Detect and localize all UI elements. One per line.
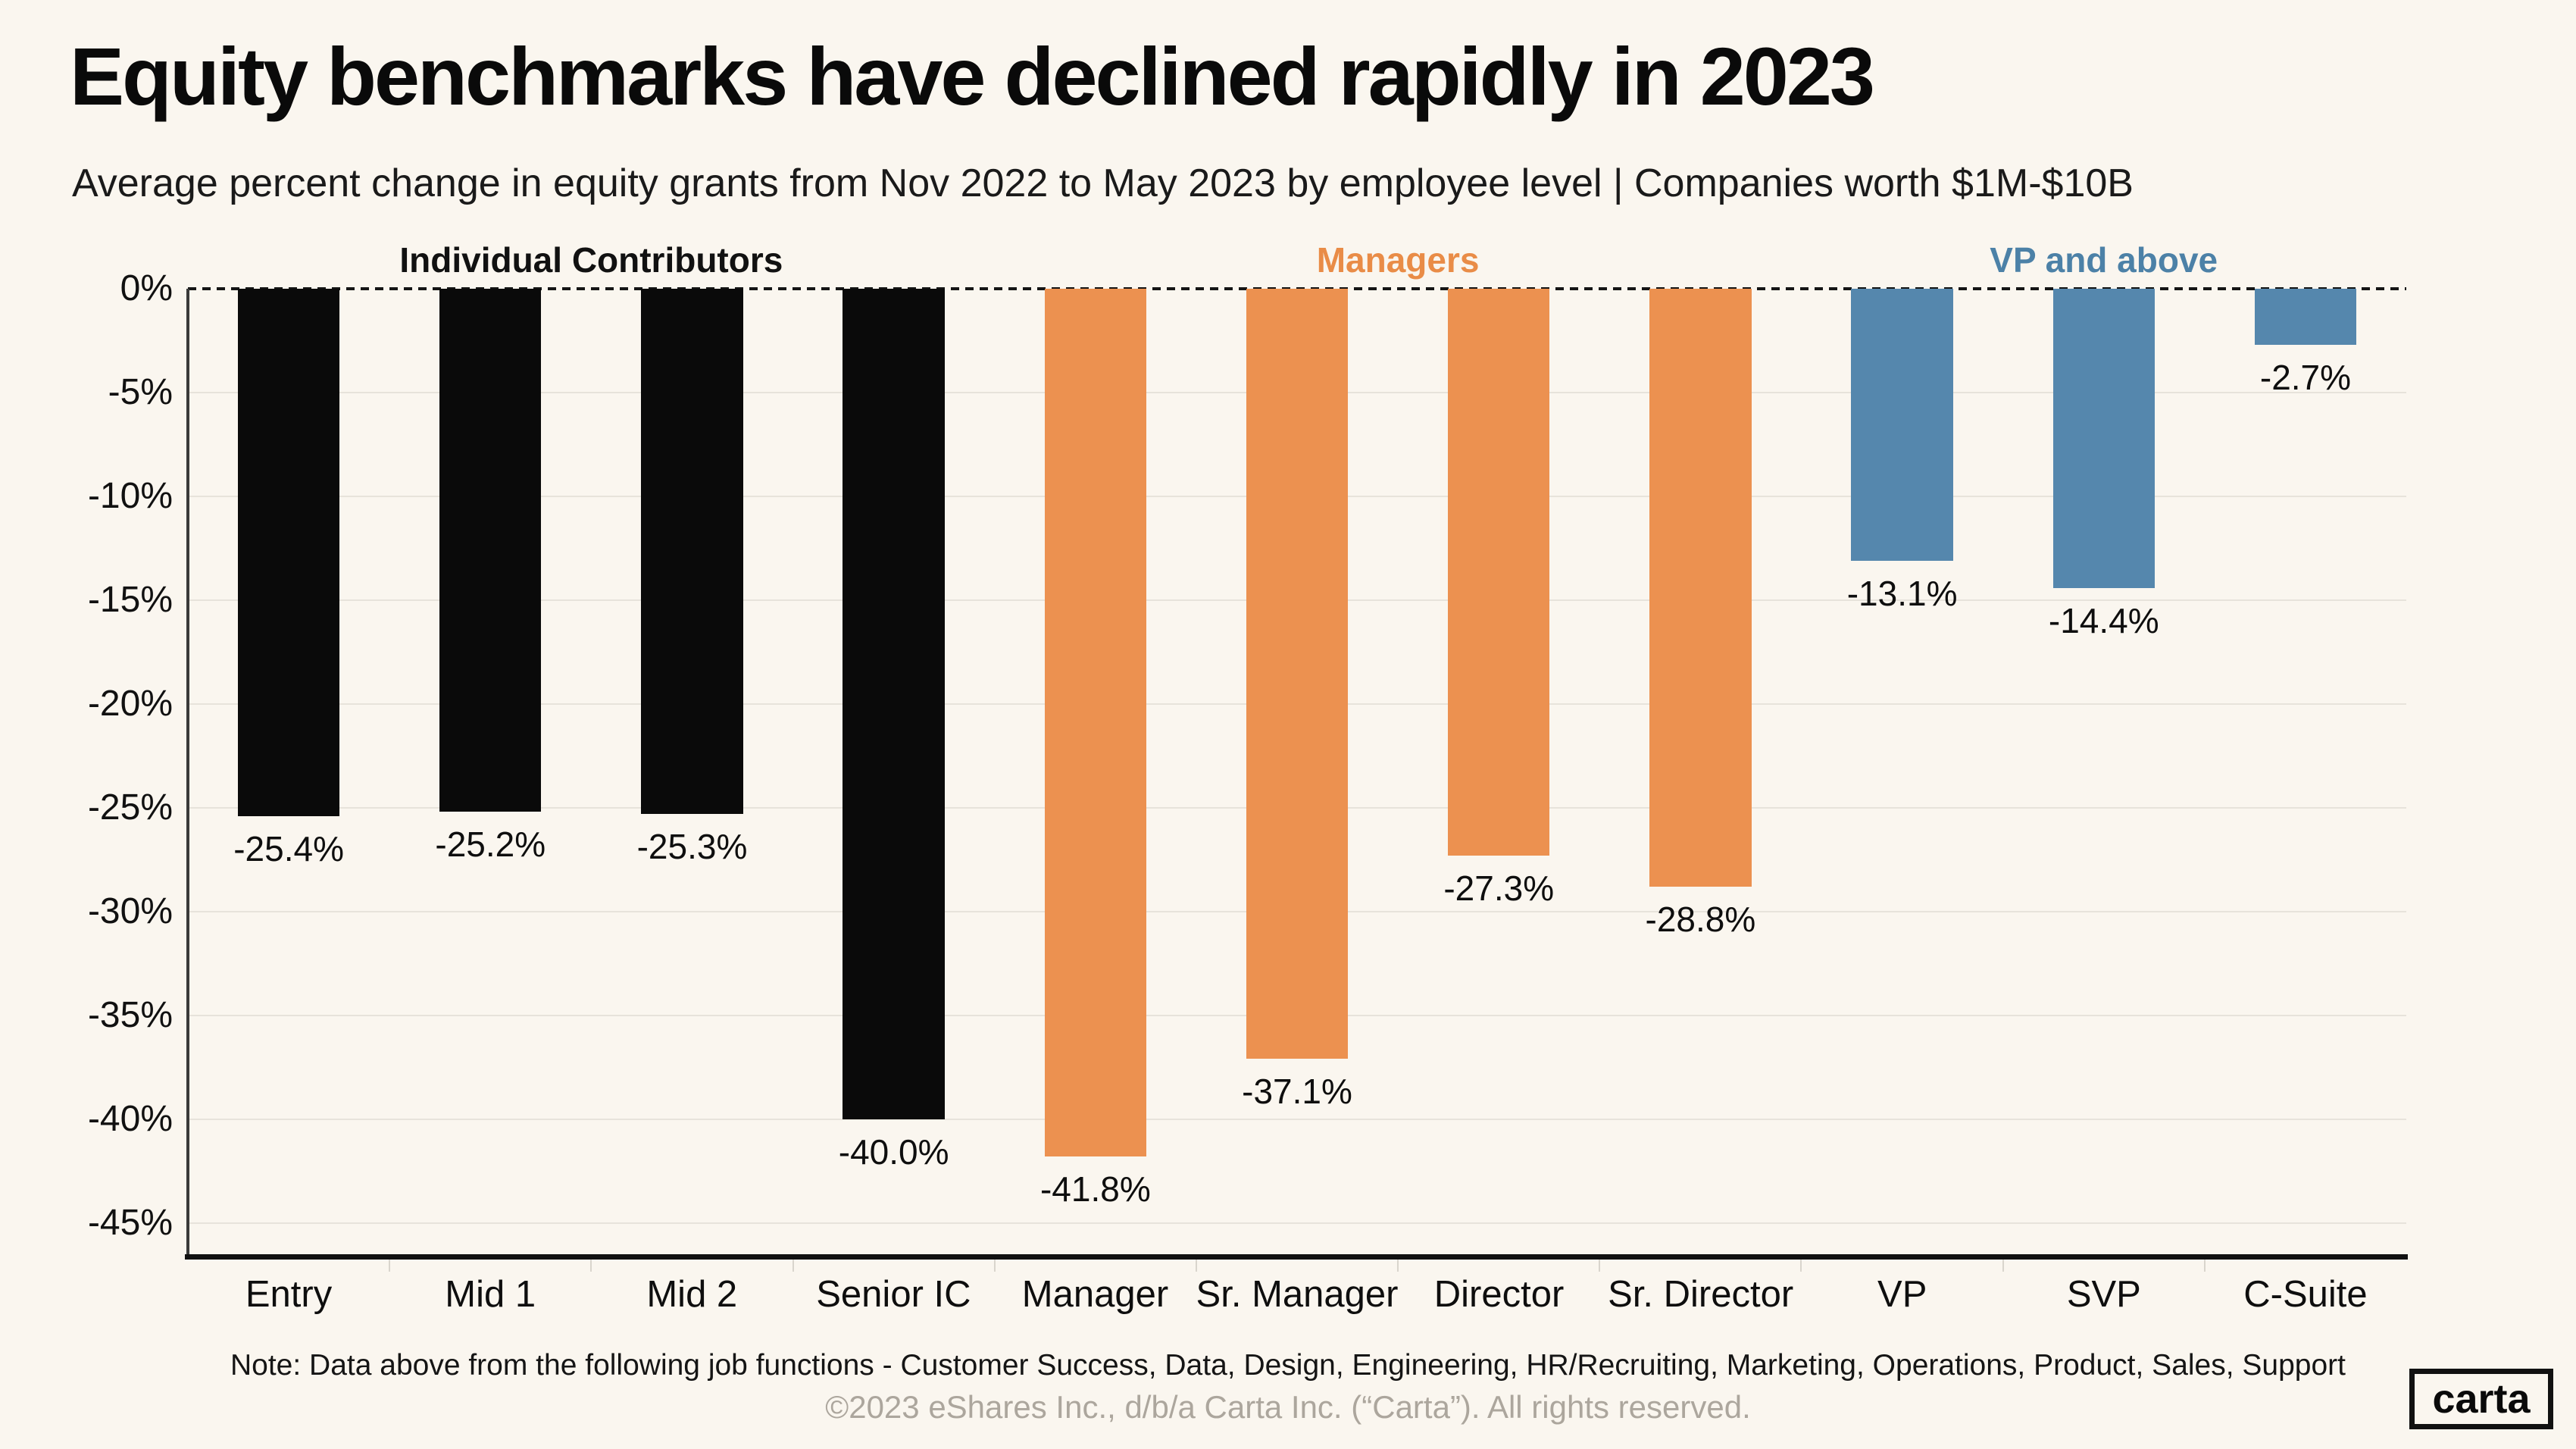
x-axis-labels: Entry Mid 1 Mid 2 Senior IC Manager Sr. Manag… xyxy=(188,1273,2406,1316)
bar-slot: -41.8% xyxy=(995,289,1196,1254)
bar xyxy=(1246,289,1349,1059)
bar-value-label: -25.4% xyxy=(233,828,344,868)
x-tick-label: Senior IC xyxy=(816,1274,971,1315)
carta-logo: carta xyxy=(2409,1369,2553,1429)
x-axis-tick xyxy=(2002,1260,2004,1272)
gridline xyxy=(188,1222,2406,1224)
y-tick-label: -10% xyxy=(87,475,173,516)
x-axis-tick xyxy=(2203,1260,2206,1272)
bar-value-label: -25.3% xyxy=(636,827,748,867)
bar-slot: -2.7% xyxy=(2205,289,2406,1254)
copyright-text: ©2023 eShares Inc., d/b/a Carta Inc. (“C… xyxy=(825,1389,1751,1425)
bar-value-label: -37.1% xyxy=(1242,1072,1352,1112)
bar-slot: -13.1% xyxy=(1802,289,2003,1254)
carta-logo-text: carta xyxy=(2432,1376,2531,1422)
x-axis-line xyxy=(185,1254,2408,1260)
plot-area: -25.4% -25.2% -25.3% -40.0% -41.8% -37.1% -27.… xyxy=(185,287,2408,1272)
x-axis-tick xyxy=(389,1260,391,1272)
bar xyxy=(641,289,743,815)
x-tick-label: VP xyxy=(1877,1274,1927,1315)
x-axis-tick xyxy=(590,1260,592,1272)
bar-slot: -40.0% xyxy=(793,289,995,1254)
y-tick-label: -40% xyxy=(87,1098,173,1139)
x-axis-tick xyxy=(1800,1260,1802,1272)
bar-slot: -27.3% xyxy=(1398,289,1599,1254)
y-tick-label: -15% xyxy=(87,579,173,620)
y-tick-label: -30% xyxy=(87,890,173,931)
group-label: Individual Contributors xyxy=(399,240,783,280)
x-tick-label: C-Suite xyxy=(2243,1274,2368,1315)
x-axis-tick xyxy=(1397,1260,1399,1272)
y-tick-label: -25% xyxy=(87,787,173,828)
bar xyxy=(2052,289,2155,588)
bar xyxy=(1851,289,1953,561)
bar-slot: -25.2% xyxy=(389,289,591,1254)
group-labels: Individual Contributors Managers VP and ab… xyxy=(188,239,2406,280)
y-tick-label: 0% xyxy=(120,268,173,308)
bar-slot: -37.1% xyxy=(1196,289,1398,1254)
x-tick-label: Mid 2 xyxy=(646,1274,738,1315)
x-axis-tick xyxy=(1599,1260,1601,1272)
bar-value-label: -28.8% xyxy=(1645,900,1756,940)
y-tick-label: -45% xyxy=(87,1202,173,1243)
bar-value-label: -27.3% xyxy=(1443,868,1555,908)
bar-value-label: -40.0% xyxy=(838,1131,949,1172)
x-tick-label: Manager xyxy=(1021,1274,1169,1315)
bar xyxy=(1044,289,1147,1157)
gridline xyxy=(188,1118,2406,1120)
y-tick-label: -20% xyxy=(87,683,173,724)
chart-title: Equity benchmarks have declined rapidly … xyxy=(70,30,1875,122)
bar-slot: -14.4% xyxy=(2003,289,2205,1254)
bar-value-label: -14.4% xyxy=(2048,600,2159,640)
bar-slot: -25.3% xyxy=(591,289,792,1254)
bar xyxy=(1649,289,1752,887)
bar-value-label: -25.2% xyxy=(435,825,546,865)
bar xyxy=(439,289,542,812)
x-axis-tick xyxy=(792,1260,794,1272)
y-tick-label: -5% xyxy=(108,371,173,412)
bar-slot: -25.4% xyxy=(188,289,389,1254)
x-tick-label: Director xyxy=(1433,1274,1565,1315)
bars: -25.4% -25.2% -25.3% -40.0% -41.8% -37.1% -27.… xyxy=(188,289,2406,1254)
footnote: Note: Data above from the following job … xyxy=(230,1349,2346,1382)
bar xyxy=(237,289,340,816)
bar-value-label: -2.7% xyxy=(2259,357,2352,397)
x-tick-label: SVP xyxy=(2066,1274,2141,1315)
x-tick-label: Mid 1 xyxy=(445,1274,536,1315)
y-axis-labels: 0% -5% -10% -15% -20% -25% -30% -35% -40% -45% xyxy=(0,268,173,1254)
bar-value-label: -13.1% xyxy=(1846,573,1958,613)
bar-slot: -28.8% xyxy=(1599,289,1801,1254)
bar-value-label: -41.8% xyxy=(1039,1169,1151,1210)
y-tick-label: -35% xyxy=(87,994,173,1035)
y-axis-line xyxy=(186,289,189,1254)
group-label: VP and above xyxy=(1990,240,2218,280)
x-axis-tick xyxy=(1195,1260,1197,1272)
group-label: Managers xyxy=(1316,240,1480,280)
bar xyxy=(1448,289,1550,856)
bar xyxy=(2254,289,2357,345)
x-tick-label: Sr. Manager xyxy=(1196,1274,1399,1315)
chart-subtitle: Average percent change in equity grants … xyxy=(72,161,2134,205)
x-tick-label: Entry xyxy=(245,1274,333,1315)
bar xyxy=(843,289,945,1119)
x-axis-tick xyxy=(993,1260,996,1272)
x-tick-label: Sr. Director xyxy=(1608,1274,1794,1315)
